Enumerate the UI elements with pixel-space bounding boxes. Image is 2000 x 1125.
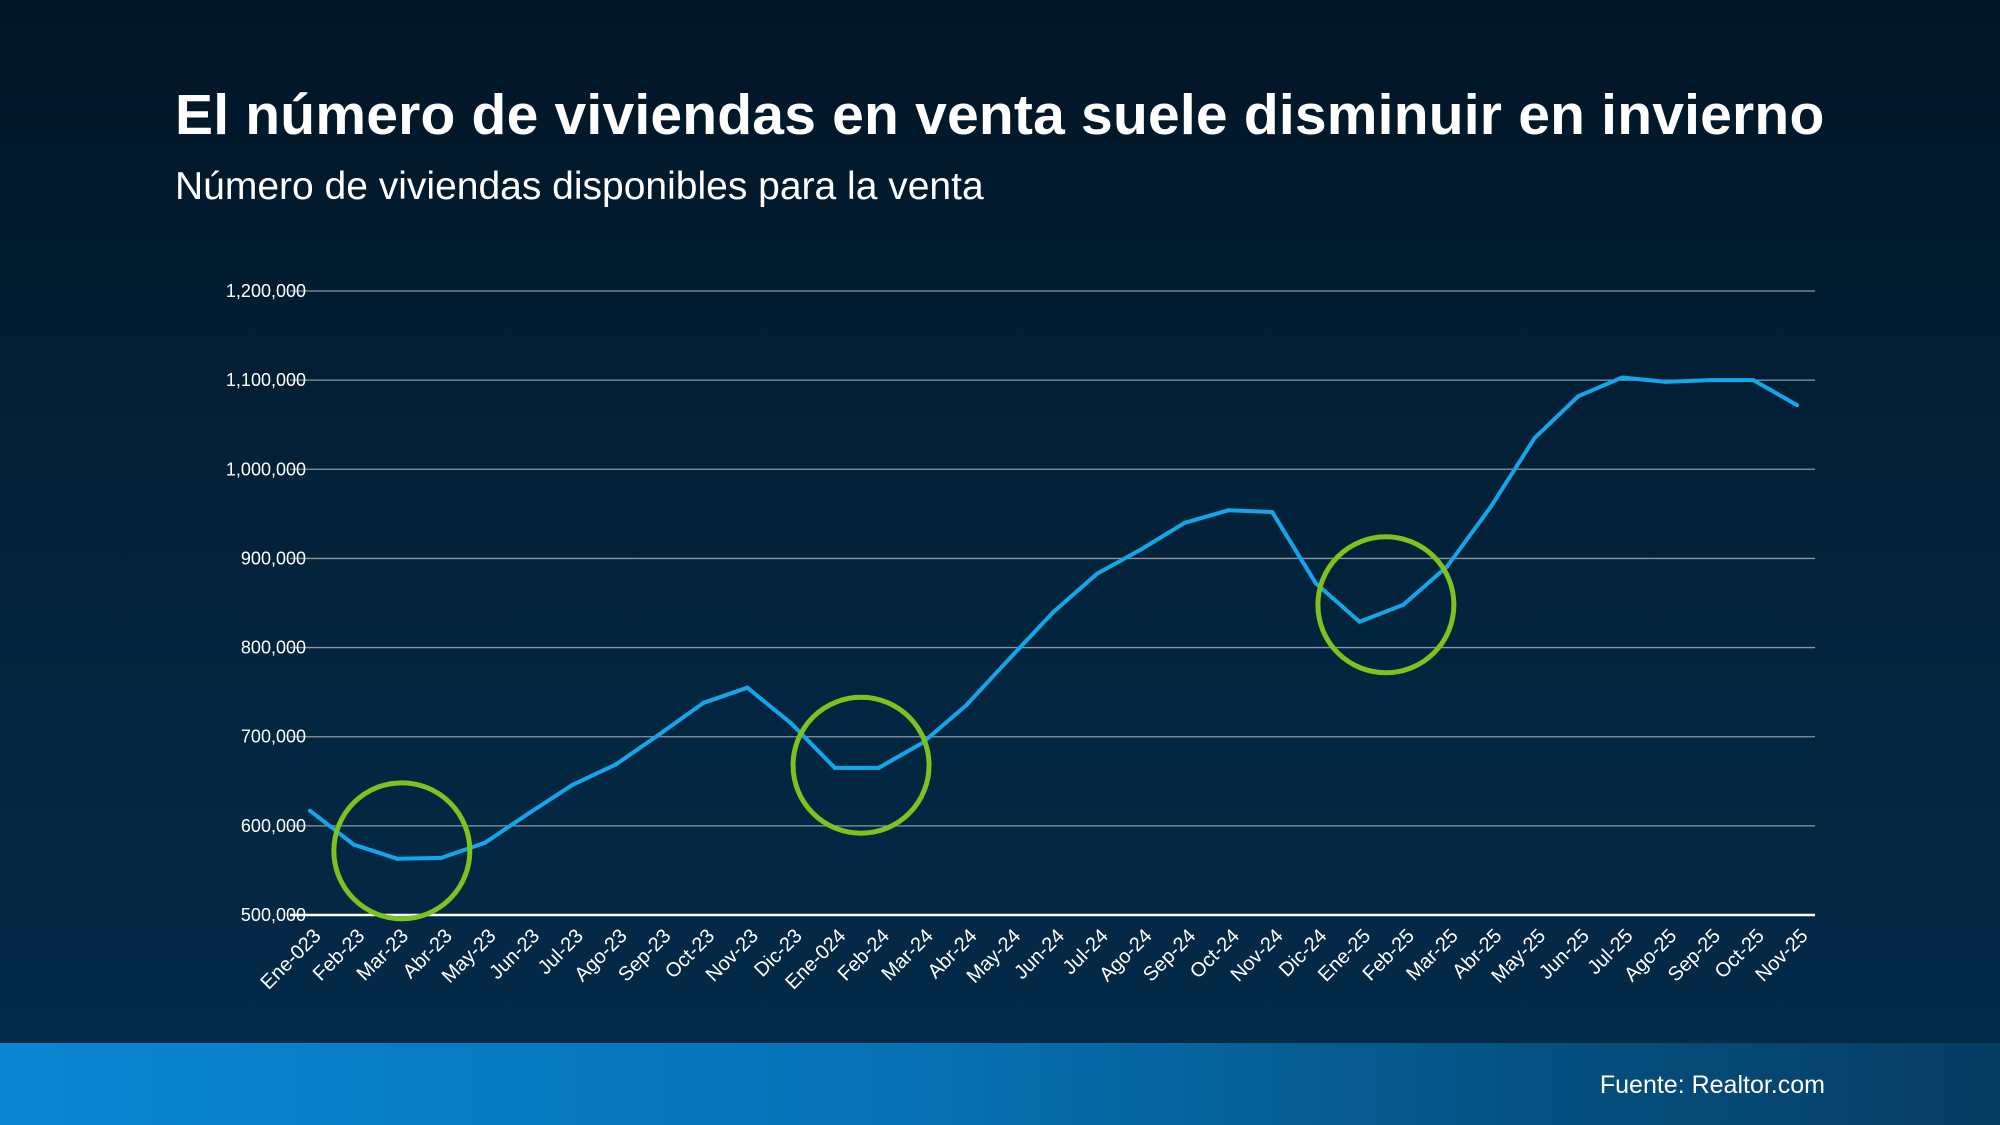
- data-point: [701, 700, 706, 705]
- series-line: [308, 375, 1799, 861]
- data-point: [1707, 378, 1712, 383]
- data-point: [1663, 379, 1668, 384]
- y-tick-label: 1,000,000: [226, 459, 306, 479]
- chart-title: El número de viviendas en venta suele di…: [175, 83, 1825, 147]
- data-point: [1445, 564, 1450, 569]
- footer-bar: Fuente: Realtor.com: [0, 1043, 2000, 1125]
- highlight-circle: [790, 694, 932, 836]
- x-tick-label: Jun-24: [1010, 925, 1069, 984]
- annotations: [331, 534, 1457, 922]
- data-point: [1532, 436, 1537, 441]
- y-tick-label: 900,000: [241, 548, 306, 568]
- data-point: [745, 685, 750, 690]
- data-point: [1488, 504, 1493, 509]
- data-series: [308, 375, 1799, 861]
- data-point: [657, 732, 662, 737]
- data-point: [482, 840, 487, 845]
- data-point: [1007, 656, 1012, 661]
- data-point: [964, 703, 969, 708]
- y-tick-label: 700,000: [241, 727, 306, 747]
- data-point: [526, 811, 531, 816]
- data-point: [1270, 510, 1275, 515]
- data-point: [1576, 394, 1581, 399]
- data-point: [1182, 520, 1187, 525]
- y-tick-label: 500,000: [241, 905, 306, 925]
- gridlines: [290, 290, 1815, 827]
- x-tick-label: Jun-23: [485, 925, 544, 984]
- x-axis-labels: Ene-023Feb-23Mar-23Abr-23May-23Jun-23Jul…: [257, 925, 1813, 994]
- data-point: [570, 782, 575, 787]
- data-point: [1795, 403, 1799, 408]
- highlight-circle: [331, 780, 473, 922]
- data-point: [1313, 581, 1318, 586]
- data-point: [1401, 602, 1406, 607]
- y-tick-label: 1,100,000: [226, 370, 306, 390]
- x-tick-label: Ene-023: [257, 925, 326, 994]
- data-point: [1226, 508, 1231, 513]
- y-tick-label: 600,000: [241, 816, 306, 836]
- highlight-circle: [1315, 534, 1457, 676]
- data-point: [395, 856, 400, 861]
- data-point: [351, 842, 356, 847]
- line-chart: 500,000 600,000 700,000 800,000 900,000 1,000…: [226, 281, 1815, 994]
- y-axis-labels: 500,000 600,000 700,000 800,000 900,000 1,000…: [226, 281, 306, 925]
- data-point: [1095, 571, 1100, 576]
- data-point: [308, 808, 312, 813]
- data-point: [1751, 378, 1756, 383]
- source-label: Fuente: Realtor.com: [1599, 1071, 1825, 1099]
- data-point: [832, 765, 837, 770]
- data-point: [439, 855, 444, 860]
- data-point: [1051, 609, 1056, 614]
- data-point: [614, 762, 619, 767]
- data-point: [1138, 547, 1143, 552]
- data-point: [876, 765, 881, 770]
- chart-subtitle: Número de viviendas disponibles para la …: [175, 165, 984, 208]
- x-tick-label: Jun-25: [1535, 925, 1594, 984]
- data-point: [789, 721, 794, 726]
- y-tick-label: 1,200,000: [226, 281, 306, 301]
- data-point: [1357, 619, 1362, 624]
- data-point: [1620, 375, 1625, 380]
- y-tick-label: 800,000: [241, 638, 306, 658]
